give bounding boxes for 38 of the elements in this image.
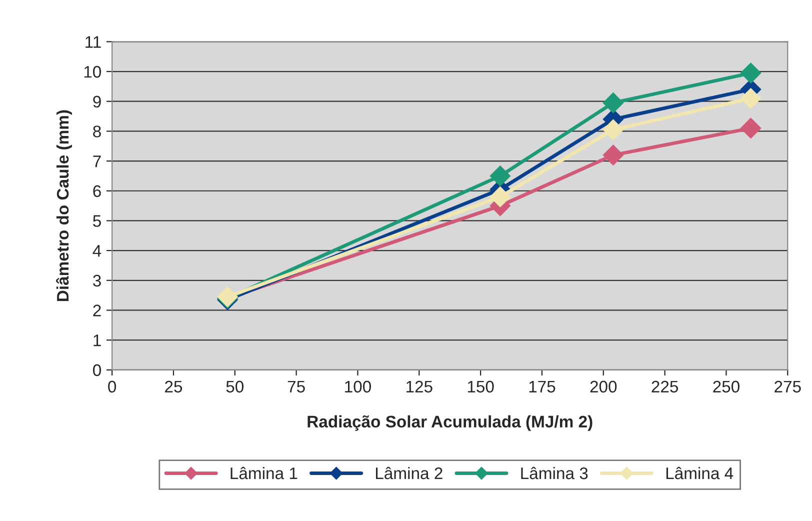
- y-tick-label: 3: [93, 274, 101, 287]
- y-tick-label: 5: [93, 215, 101, 227]
- y-tick-label: 9: [93, 96, 101, 108]
- point: [740, 62, 762, 84]
- y-tick-label: 7: [93, 156, 101, 168]
- y-tick-label: 0: [93, 364, 101, 376]
- point: [602, 119, 624, 140]
- legend-label: Lâmina 3: [521, 466, 588, 480]
- x-tick-label: 125: [406, 380, 432, 393]
- x-tick-label: 75: [288, 380, 305, 393]
- point: [602, 144, 624, 166]
- x-tick-label: 150: [468, 380, 494, 393]
- point: [490, 166, 511, 186]
- point: [740, 88, 762, 109]
- x-axis-title: Radiação Solar Acumulada (MJ/m 2): [308, 415, 592, 431]
- y-tick-label: 4: [92, 245, 102, 257]
- x-tick-label: 25: [165, 380, 182, 393]
- point: [490, 186, 511, 208]
- x-tick-label: 0: [108, 380, 116, 393]
- y-tick-label: 8: [93, 126, 101, 138]
- x-tick-label: 200: [590, 380, 617, 393]
- y-tick-label: 11: [86, 36, 101, 48]
- x-tick-label: 225: [652, 380, 678, 393]
- x-tick-label: 275: [774, 380, 801, 393]
- x-tick-label: 100: [345, 380, 371, 393]
- legend-label: Lâmina 1: [230, 466, 298, 480]
- point: [740, 118, 762, 139]
- y-tick-label: 2: [93, 304, 101, 316]
- legend-label: Lâmina 2: [376, 466, 442, 480]
- y-tick-label: 10: [84, 66, 101, 78]
- y-tick-label: 6: [93, 185, 101, 198]
- point: [602, 92, 624, 114]
- x-tick-label: 50: [226, 380, 244, 393]
- legend-label: Lâmina 4: [666, 466, 734, 480]
- y-axis-title: Diâmetro do Caule (mm): [56, 110, 72, 301]
- x-tick-label: 175: [529, 380, 556, 393]
- x-tick-label: 250: [713, 380, 740, 393]
- y-tick-label: 1: [94, 334, 101, 346]
